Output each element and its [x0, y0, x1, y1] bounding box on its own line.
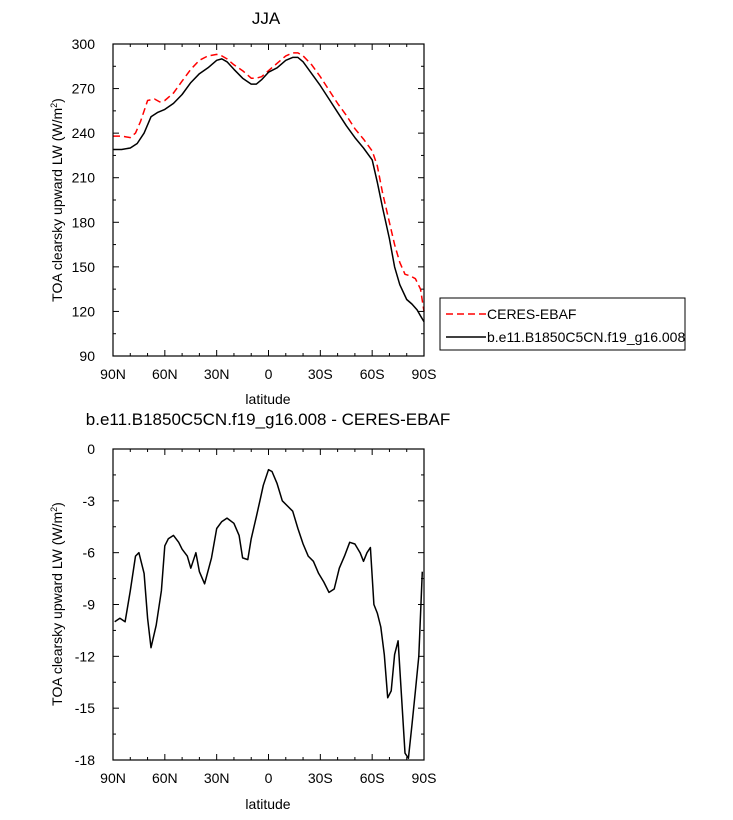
x-tick-label-bottom-3: 0 [265, 770, 273, 786]
y-tick-label-top-3: 180 [72, 214, 96, 230]
series-line-bottom-0 [114, 468, 424, 760]
x-tick-label-top-2: 30N [204, 366, 230, 382]
y-tick-label-top-6: 270 [72, 81, 96, 97]
panel-bottom-xlabel: latitude [245, 796, 290, 812]
y-tick-label-bottom-4: -12 [75, 648, 95, 664]
x-tick-label-bottom-6: 90S [412, 770, 437, 786]
x-tick-label-bottom-2: 30N [204, 770, 230, 786]
x-tick-label-top-3: 0 [265, 366, 273, 382]
x-tick-label-top-4: 30S [308, 366, 333, 382]
y-tick-label-bottom-1: -3 [83, 493, 96, 509]
y-tick-label-bottom-3: -9 [83, 597, 96, 613]
panel-top-xlabel: latitude [245, 391, 290, 407]
x-tick-label-top-1: 60N [152, 366, 178, 382]
y-tick-label-top-4: 210 [72, 170, 96, 186]
x-tick-label-top-0: 90N [100, 366, 126, 382]
y-tick-label-top-2: 150 [72, 259, 96, 275]
panel-bottom-title: b.e11.B1850C5CN.f19_g16.008 - CERES-EBAF [86, 410, 450, 429]
panel-bottom-ylabel: TOA clearsky upward LW (W/m2) [49, 502, 65, 706]
y-tick-label-top-0: 90 [79, 348, 95, 364]
y-tick-label-top-1: 120 [72, 303, 96, 319]
legend-box [439, 297, 686, 351]
x-tick-label-top-6: 90S [412, 366, 437, 382]
x-tick-label-bottom-0: 90N [100, 770, 126, 786]
panel-top-plot-area: 90N 60N 30N 0 30S 60S 90S 90 120 150 180 210 240 270 3… [72, 36, 437, 382]
panel-top: JJA TOA clearsky upward LW (W/m2) 90N 60N… [49, 9, 436, 407]
panel-bottom-plot-area: 90N 60N 30N 0 30S 60S 90S 0 -3 -6 -9 -12 -15 -18 [75, 441, 437, 786]
panel-bottom: b.e11.B1850C5CN.f19_g16.008 - CERES-EBAF… [49, 410, 450, 812]
y-tick-label-bottom-6: -18 [75, 752, 95, 768]
x-tick-label-bottom-5: 60S [360, 770, 385, 786]
y-tick-label-bottom-2: -6 [83, 545, 96, 561]
series-line-top-1 [113, 56, 425, 323]
y-tick-label-top-5: 240 [72, 125, 96, 141]
panel-top-title: JJA [252, 9, 281, 28]
x-tick-label-top-5: 60S [360, 366, 385, 382]
x-tick-label-bottom-4: 30S [308, 770, 333, 786]
y-tick-label-bottom-5: -15 [75, 700, 95, 716]
legend-label-model: b.e11.B1850C5CN.f19_g16.008 [487, 329, 685, 345]
x-tick-label-bottom-1: 60N [152, 770, 178, 786]
legend-label-ceres: CERES-EBAF [487, 306, 576, 322]
y-tick-label-bottom-0: 0 [87, 441, 95, 457]
panel-top-ylabel: TOA clearsky upward LW (W/m2) [49, 98, 65, 302]
legend: CERES-EBAF b.e11.B1850C5CN.f19_g16.008 [439, 297, 686, 351]
y-tick-label-top-7: 300 [72, 36, 96, 52]
plot-frame-top [112, 43, 425, 357]
